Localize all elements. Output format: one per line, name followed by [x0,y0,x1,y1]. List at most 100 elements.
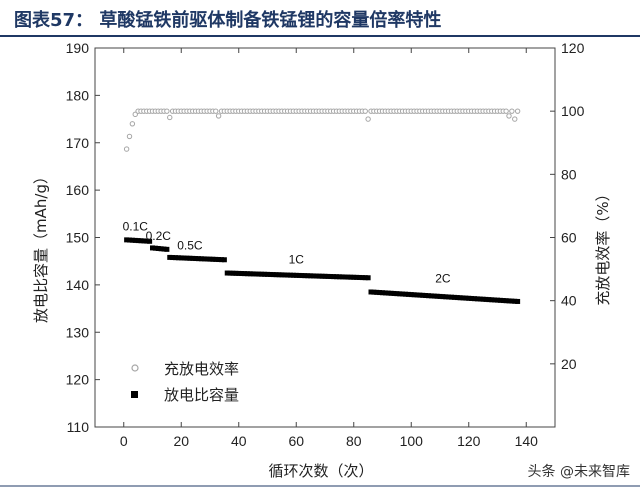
efficiency-point [512,116,518,122]
capacity-point [158,246,164,252]
capacity-point [497,297,503,303]
capacity-point [431,293,437,299]
capacity-point [198,256,204,262]
capacity-point [290,272,296,278]
capacity-point [267,271,273,277]
y-tick-label-left: 190 [66,40,90,56]
x-tick-label: 0 [120,433,128,449]
capacity-point [495,297,500,303]
y-tick-label-right: 80 [561,166,577,182]
capacity-point [313,273,319,279]
x-tick-label: 140 [515,433,539,449]
rate-annotation: 2C [435,272,451,286]
x-tick-label: 60 [288,433,304,449]
capacity-point [161,246,167,252]
capacity-point [219,257,224,263]
capacity-point [463,295,469,301]
capacity-point [472,296,477,302]
capacity-point [221,257,227,263]
capacity-point [250,271,256,277]
capacity-point [377,290,383,296]
capacity-point [385,290,391,296]
efficiency-point [503,108,509,114]
capacity-point [147,238,153,244]
capacity-point [437,293,443,299]
capacity-point [296,272,302,278]
capacity-point [365,275,371,281]
capacity-point [316,273,322,279]
legend-label-capacity: 放电比容量 [164,386,239,404]
capacity-point [230,270,236,276]
y-axis-label-right: 充放电效率（%） [594,186,612,305]
figure-title: 图表57： 草酸锰铁前驱体制备铁锰锂的容量倍率特性 [14,9,441,31]
legend-marker-efficiency [131,364,139,372]
capacity-point [170,255,176,261]
efficiency-point [123,146,130,152]
y-tick-label-left: 170 [66,135,90,151]
x-tick-label: 20 [173,433,189,449]
capacity-point [207,256,213,262]
legend: 充放电效率 放电比容量 [131,360,239,404]
efficiency-point [164,108,170,114]
capacity-point [348,274,354,280]
efficiency-point [362,108,368,114]
capacity-point [184,255,190,261]
plot-area: 0 20 40 60 80 100 120 140 110 120 130 140 150 160 170 1… [66,40,585,449]
capacity-point [204,256,210,262]
capacity-point [354,274,360,280]
capacity-point [374,289,380,295]
capacity-point [227,270,233,276]
capacity-point [469,295,475,301]
capacity-point [391,290,397,296]
x-tick-label: 40 [231,433,247,449]
efficiency-point [506,113,512,119]
capacity-point [428,293,434,299]
capacity-point [308,273,314,279]
y-tick-label-right: 60 [561,230,577,246]
capacity-point [426,293,431,299]
capacity-point [127,237,132,243]
capacity-point [256,271,262,277]
capacity-point [440,294,446,300]
y-tick-label-left: 130 [66,324,90,340]
capacity-point [351,274,357,280]
capacity-point [466,295,472,301]
legend-marker-capacity [131,391,138,398]
capacity-point [129,237,135,243]
y-tick-label-right: 120 [561,40,585,56]
y-tick-label-left: 120 [66,372,90,388]
capacity-point [339,274,345,280]
efficiency-point [126,133,133,140]
capacity-point [244,271,250,277]
capacity-point [388,290,394,296]
capacity-point [405,291,411,297]
capacity-point [483,296,489,302]
capacity-point [164,246,170,252]
y-tick-label-right: 40 [561,293,577,309]
capacity-point [500,298,506,304]
capacity-point [449,294,454,300]
capacity-point [282,272,288,278]
capacity-point [144,238,150,244]
rate-annotation: 1C [289,253,305,267]
efficiency-point [215,113,222,119]
capacity-point [196,256,201,262]
capacity-point [247,271,253,277]
capacity-point [380,290,385,296]
capacity-point [506,298,512,304]
capacity-point [368,289,374,295]
capacity-point [420,292,426,298]
x-tick-label: 120 [457,433,481,449]
capacity-point [489,297,495,303]
capacity-point [457,295,463,301]
capacity-point [233,270,239,276]
capacity-point [512,298,518,304]
capacity-point [397,291,403,297]
capacity-point [446,294,452,300]
rate-annotation: 0.1C [123,219,149,233]
capacity-point [138,238,144,244]
capacity-point [480,296,486,302]
capacity-point [293,272,299,278]
capacity-point [400,291,406,297]
